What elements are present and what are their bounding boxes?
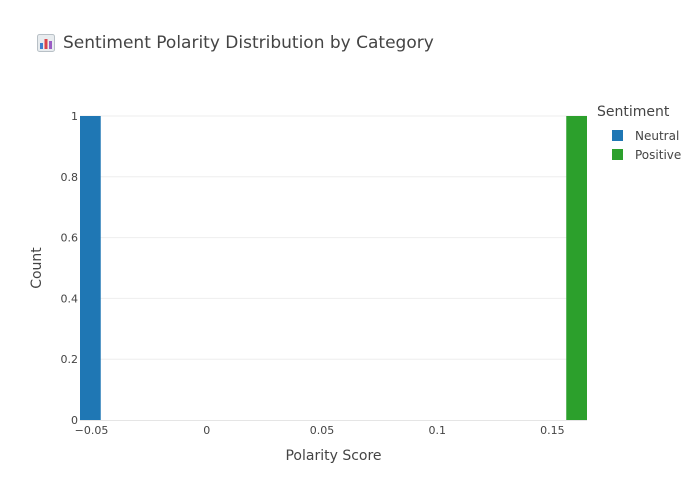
- bar-chart-emoji-icon: [37, 34, 55, 52]
- x-tick-label: 0.1: [428, 424, 446, 437]
- y-tick-label: 0.2: [61, 353, 79, 366]
- y-tick-label: 0.8: [61, 171, 79, 184]
- x-axis-title: Polarity Score: [285, 448, 381, 464]
- x-tick-label: −0.05: [75, 424, 109, 437]
- legend-title: Sentiment: [597, 104, 670, 120]
- legend-label-neutral: Neutral: [635, 128, 680, 143]
- legend-item-neutral[interactable]: Neutral: [612, 126, 681, 145]
- legend: Sentiment Neutral Positive: [597, 104, 681, 164]
- y-axis-title: Count: [29, 247, 45, 289]
- y-tick-label: 0.6: [61, 232, 79, 245]
- x-tick-label: 0: [203, 424, 210, 437]
- legend-label-positive: Positive: [635, 147, 682, 162]
- legend-swatch-neutral: [612, 130, 623, 141]
- chart-title: Sentiment Polarity Distribution by Categ…: [63, 33, 434, 53]
- x-tick-label: 0.15: [540, 424, 565, 437]
- y-tick-label: 0: [71, 414, 78, 427]
- x-tick-label: 0.05: [310, 424, 335, 437]
- bar-positive: [566, 116, 587, 420]
- bar-neutral: [80, 116, 101, 420]
- y-tick-label: 1: [71, 110, 78, 123]
- y-tick-label: 0.4: [61, 292, 79, 305]
- legend-item-positive[interactable]: Positive: [612, 145, 681, 164]
- chart-title-group: Sentiment Polarity Distribution by Categ…: [37, 33, 434, 53]
- legend-swatch-positive: [612, 149, 623, 160]
